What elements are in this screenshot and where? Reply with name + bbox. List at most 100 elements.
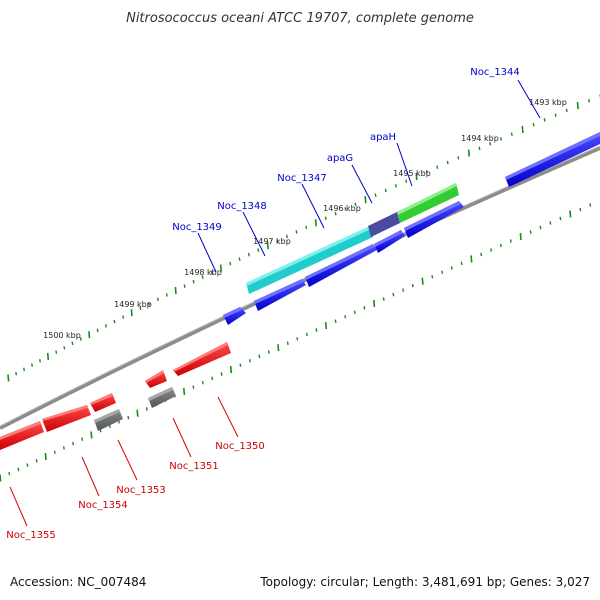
ticks-outer-tick [148,302,151,306]
gene-noc-1349[interactable] [223,307,246,325]
ticks-inner-tick [248,359,251,363]
gene-noc-1354[interactable] [42,405,91,432]
ticks-inner-tick [26,463,29,467]
gene-apah[interactable] [404,201,464,238]
ticks-inner-tick [258,354,261,359]
ticks-outer-tick [266,241,269,250]
label-noc-1347[interactable]: Noc_1347 [277,173,327,184]
ticks-outer-tick [436,165,439,169]
ticks-inner-tick [344,315,347,319]
ticks-inner-tick [549,221,552,225]
ticks-outer-tick [165,293,168,297]
inner-tick-ring [0,203,592,482]
leader-noc-1355 [9,486,28,527]
label-noc-1349[interactable]: Noc_1349 [172,222,222,233]
highlight-bar-purple[interactable] [368,212,400,237]
label-noc-1355[interactable]: Noc_1355 [6,530,56,541]
ticks-inner-tick [0,474,2,482]
ticks-inner-tick [81,437,84,441]
kbp-label-1495: 1495 kbp [393,169,431,178]
ticks-inner-tick [411,283,414,288]
ticks-outer-tick [374,193,377,197]
gene-noc-1353[interactable] [90,393,116,412]
ticks-inner-tick [392,292,395,297]
label-noc-1353[interactable]: Noc_1353 [116,485,166,496]
ticks-outer-tick [7,374,10,382]
label-apag[interactable]: apaG [327,153,353,164]
ticks-inner-tick [192,385,195,389]
ticks-outer-tick [247,252,250,257]
ticks-inner-tick [470,255,473,263]
ticks-outer-tick [71,341,74,346]
ticks-inner-tick [296,337,299,341]
gene-noc-1355[interactable] [0,421,44,450]
highlight-bar-green[interactable] [397,183,459,223]
ticks-inner-tick [305,332,308,337]
ticks-outer-tick [105,324,107,328]
gene-gray-2[interactable] [94,409,123,431]
outer-tick-ring [7,94,600,382]
ticks-inner-tick [127,415,130,420]
genome-summary-text: Topology: circular; Length: 3,481,691 bp… [259,575,590,589]
ticks-inner-tick [53,450,56,454]
label-noc-1348[interactable]: Noc_1348 [217,201,267,212]
ticks-outer-tick [201,275,204,279]
ticks-inner-tick [421,277,424,285]
ticks-outer-tick [500,137,502,141]
ticks-inner-tick [509,239,512,243]
leader-noc-1350 [217,396,239,438]
ticks-inner-tick [519,232,522,241]
gene-noc-1347[interactable] [305,244,377,287]
label-apah[interactable]: apaH [370,132,396,143]
ticks-outer-tick [156,297,159,302]
ticks-inner-tick [490,248,493,252]
forward-leader-lines [197,79,541,273]
ticks-outer-tick [79,337,82,341]
ticks-inner-tick [136,409,139,417]
ticks-inner-tick [72,441,75,446]
leader-noc-1351 [172,417,192,458]
ticks-inner-tick [183,387,186,396]
ticks-inner-tick [239,363,242,367]
ticks-outer-tick [521,125,524,133]
ticks-outer-tick [425,170,428,174]
gene-gray-1[interactable] [148,387,176,408]
ticks-inner-tick [90,431,93,439]
ticks-outer-tick [344,207,347,211]
ticks-inner-tick [44,452,47,461]
ticks-inner-tick [373,299,376,308]
map-title: Nitrosococcus oceani ATCC 19707, complet… [126,11,474,26]
leader-apag [351,164,373,204]
ticks-outer-tick [238,257,241,261]
leader-noc-1348 [242,211,266,257]
ticks-outer-tick [229,261,232,266]
ticks-inner-tick [589,203,592,207]
label-noc-1354[interactable]: Noc_1354 [78,500,128,511]
label-noc-1344[interactable]: Noc_1344 [470,67,520,78]
ticks-outer-tick [354,202,357,207]
gene-noc-1351[interactable] [145,370,167,388]
ticks-outer-tick [532,122,535,127]
ticks-outer-tick [576,102,579,110]
ticks-inner-tick [559,216,562,221]
ticks-outer-tick [113,319,116,324]
ticks-outer-tick [334,211,337,216]
ticks-outer-tick [305,225,308,230]
highlight-bar-cyan[interactable] [246,226,373,294]
kbp-label-1498: 1498 kbp [184,268,222,277]
ticks-outer-tick [467,149,470,157]
kbp-label-1494: 1494 kbp [461,134,499,143]
ticks-inner-tick [579,207,582,212]
label-noc-1351[interactable]: Noc_1351 [169,461,219,472]
ticks-outer-tick [394,184,397,188]
label-noc-1350[interactable]: Noc_1350 [215,441,265,452]
ticks-outer-tick [405,179,408,183]
ticks-inner-tick [211,376,214,381]
gene-noc-1348[interactable] [254,279,306,311]
leader-noc-1347 [301,183,325,229]
ticks-outer-tick [457,156,460,160]
kbp-label-1497: 1497 kbp [253,237,291,246]
ticks-inner-tick [539,225,542,230]
ticks-inner-tick [324,322,328,330]
